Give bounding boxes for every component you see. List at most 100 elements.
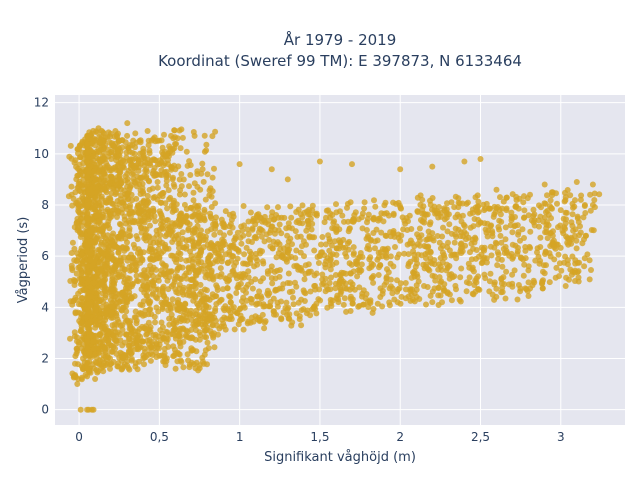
data-point — [463, 288, 470, 295]
data-point — [245, 231, 252, 238]
data-point — [473, 247, 480, 253]
data-point — [191, 361, 197, 368]
data-point — [134, 177, 141, 184]
data-point — [68, 191, 75, 198]
data-point — [475, 273, 482, 280]
data-point — [199, 166, 206, 173]
data-point — [493, 240, 500, 247]
data-point — [206, 311, 213, 318]
data-point — [210, 221, 217, 228]
data-point — [387, 253, 394, 260]
data-point — [261, 325, 268, 332]
data-point — [354, 273, 361, 280]
data-point — [140, 190, 147, 197]
data-point — [431, 261, 438, 268]
data-point — [209, 273, 216, 279]
data-point — [226, 244, 233, 251]
data-point — [95, 368, 102, 375]
data-point — [84, 173, 91, 180]
data-point — [333, 223, 340, 230]
data-point — [123, 206, 130, 212]
data-point — [274, 286, 281, 293]
data-point — [355, 267, 362, 274]
data-point — [129, 149, 136, 156]
data-point — [347, 308, 354, 314]
data-point — [446, 221, 453, 228]
data-point — [151, 313, 158, 320]
data-point — [196, 291, 203, 298]
data-point — [256, 288, 263, 295]
data-point — [79, 336, 85, 343]
data-point — [180, 364, 187, 371]
data-point — [179, 134, 186, 141]
data-point — [177, 256, 184, 263]
data-point — [150, 273, 156, 279]
data-point — [107, 355, 113, 362]
data-point — [149, 246, 156, 253]
data-point — [200, 178, 207, 185]
data-point — [224, 285, 231, 291]
data-point — [586, 257, 593, 264]
data-point — [132, 308, 139, 315]
data-point — [220, 305, 227, 312]
data-point — [98, 265, 105, 272]
data-point — [130, 334, 136, 340]
data-point — [429, 195, 436, 201]
data-point — [113, 132, 120, 138]
data-point — [455, 204, 462, 211]
data-point — [153, 304, 160, 311]
data-point — [487, 243, 494, 250]
data-point — [502, 236, 509, 243]
data-point — [194, 217, 201, 224]
data-point — [309, 207, 316, 214]
data-point — [103, 199, 109, 206]
x-tick-label: 1 — [236, 430, 244, 444]
data-point — [165, 172, 172, 179]
data-point — [411, 243, 418, 250]
data-point — [445, 211, 452, 218]
data-point — [190, 197, 197, 204]
data-point — [108, 156, 115, 162]
data-point — [79, 138, 86, 145]
data-point — [360, 301, 367, 308]
data-point — [211, 165, 217, 172]
data-point — [496, 217, 503, 224]
data-point — [327, 300, 334, 307]
data-point — [257, 250, 263, 257]
data-point — [432, 277, 439, 284]
data-point — [127, 232, 134, 239]
data-point — [191, 322, 198, 329]
data-point — [97, 315, 104, 322]
data-point — [257, 316, 264, 323]
data-point — [124, 170, 131, 177]
data-point — [224, 260, 231, 267]
data-point — [508, 209, 515, 216]
data-point — [114, 214, 120, 220]
data-point — [126, 349, 133, 356]
data-point — [100, 329, 107, 336]
data-point — [203, 302, 210, 309]
data-point — [191, 225, 198, 232]
data-point — [107, 197, 114, 203]
y-tick-label: 12 — [34, 96, 49, 110]
data-point — [573, 237, 580, 244]
data-point — [178, 171, 185, 177]
data-point — [493, 186, 500, 193]
data-point — [569, 211, 576, 218]
data-point — [573, 245, 580, 252]
data-point — [297, 266, 304, 273]
data-point — [274, 303, 281, 310]
data-point — [121, 339, 128, 346]
data-point — [297, 249, 304, 256]
data-point — [101, 324, 108, 331]
data-point — [150, 281, 157, 288]
data-point — [180, 244, 187, 251]
data-point — [98, 296, 105, 303]
data-point — [99, 363, 106, 370]
data-point — [152, 319, 158, 326]
data-point — [204, 294, 211, 301]
data-point — [103, 313, 110, 320]
data-point — [322, 275, 329, 282]
data-point — [424, 211, 431, 218]
data-point — [135, 278, 142, 285]
